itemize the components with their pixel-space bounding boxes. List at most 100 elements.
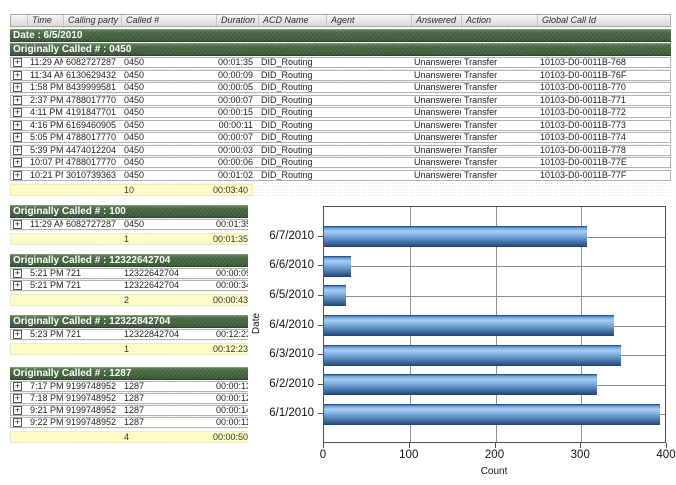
expand-icon[interactable]: + xyxy=(13,406,22,415)
calls-by-date-chart: Date 0 100 200 300 400 6/7/2010 6/6/2010 6/5/20… xyxy=(248,198,676,485)
cell-calling-party: 4191847701 xyxy=(66,108,117,117)
expand-icon[interactable]: + xyxy=(13,108,22,117)
col-global-call-id: Global Call Id xyxy=(537,15,670,26)
cell-time: 9:22 PM xyxy=(30,418,63,427)
y-axis-tick xyxy=(318,383,323,385)
cell-duration: 00:00:15 xyxy=(217,108,253,117)
call-row: +11:29 AM6082727287 0450 00:01:35 DID_Routi… xyxy=(10,57,671,68)
y-axis-tick xyxy=(318,354,323,356)
col-duration: Duration xyxy=(216,15,258,26)
cell-answered: Unanswered xyxy=(414,170,461,180)
main-group-rows: +11:29 AM6082727287 0450 00:01:35 DID_Routi… xyxy=(10,57,671,181)
column-header-row: Time Calling party # Called # Duration ACD N… xyxy=(10,14,671,27)
cell-answered: Unanswered xyxy=(414,145,461,155)
x-axis-tick-label: 300 xyxy=(570,449,590,461)
cell-time: 1:58 PM xyxy=(30,83,63,92)
cell-acd-name: DID_Routing xyxy=(261,120,313,130)
expand-icon[interactable]: + xyxy=(13,418,22,427)
cell-acd-name: DID_Routing xyxy=(261,145,313,155)
expand-icon[interactable]: + xyxy=(13,70,22,80)
cell-acd-name: DID_Routing xyxy=(261,158,313,167)
expand-icon[interactable]: + xyxy=(13,330,22,339)
cell-acd-name: DID_Routing xyxy=(261,108,313,117)
y-axis-tick xyxy=(318,413,323,415)
cell-duration: 00:00:11 xyxy=(216,418,251,427)
expand-icon[interactable]: + xyxy=(13,382,22,391)
expand-icon[interactable]: + xyxy=(13,281,22,290)
col-called: Called # xyxy=(121,15,216,26)
cell-acd-name: DID_Routing xyxy=(261,170,313,180)
expand-icon[interactable]: + xyxy=(13,133,22,142)
expand-icon[interactable]: + xyxy=(13,58,22,67)
cell-duration: 00:12:23 xyxy=(216,330,252,339)
x-axis-tick-label: 200 xyxy=(484,449,505,461)
date-group-band: Date : 6/5/2010 xyxy=(10,29,671,42)
expand-cell: + xyxy=(11,158,27,167)
expand-cell: + xyxy=(11,70,27,80)
y-axis-tick xyxy=(318,235,323,237)
x-axis-tick xyxy=(408,443,410,448)
summary-count: 1 xyxy=(124,234,130,244)
cell-called: 0450 xyxy=(124,133,145,142)
x-axis-tick xyxy=(323,443,324,448)
cell-time: 11:29 AM xyxy=(30,220,63,229)
chart-bar-6-6-2010 xyxy=(324,255,352,277)
expand-icon[interactable]: + xyxy=(13,120,22,130)
cell-calling-party: 9199748952 xyxy=(66,382,117,391)
cell-global-call-id: 10103-D0-0011B-770 xyxy=(540,83,626,92)
cell-duration: 00:01:35 xyxy=(217,58,253,67)
cell-duration: 00:00:34 xyxy=(216,281,252,290)
cell-global-call-id: 10103-D0-0011B-76F xyxy=(540,70,627,80)
call-row: +11:34 AM6130629432 0450 00:00:09 DID_Routi… xyxy=(10,69,671,81)
cell-called: 0450 xyxy=(124,158,145,167)
cell-time: 9:21 PM xyxy=(30,406,63,415)
cell-time: 11:34 AM xyxy=(30,70,63,80)
call-row: +5:39 PM 4474012204 0450 00:00:03 DID_Routin… xyxy=(10,144,671,156)
cell-answered: Unanswered xyxy=(414,158,461,167)
expand-cell: + xyxy=(11,330,27,339)
call-row: +5:21 PM 721 12322642704 00:00:34 xyxy=(10,280,253,291)
expand-cell: + xyxy=(11,133,27,142)
expand-icon[interactable]: + xyxy=(13,394,22,403)
summary-total-duration: 00:00:43 xyxy=(212,295,248,305)
expand-cell: + xyxy=(11,220,27,229)
chart-plot-area xyxy=(323,206,666,443)
cell-action: Transfer xyxy=(464,70,498,80)
cell-duration: 00:01:35 xyxy=(216,220,252,229)
gridline-y xyxy=(324,295,665,297)
expand-icon[interactable]: + xyxy=(13,158,22,167)
expand-icon[interactable]: + xyxy=(13,83,22,92)
cell-duration: 00:00:05 xyxy=(217,83,253,92)
cell-time: 5:39 PM xyxy=(30,145,63,155)
cell-time: 5:21 PM xyxy=(30,269,63,278)
y-axis-label: 6/3/2010 xyxy=(269,348,314,361)
expand-icon[interactable]: + xyxy=(13,170,22,180)
cell-answered: Unanswered xyxy=(414,58,461,67)
expand-icon[interactable]: + xyxy=(13,145,22,155)
expand-cell: + xyxy=(11,170,27,180)
cell-calling-party: 721 xyxy=(66,269,82,278)
cell-time: 5:21 PM xyxy=(30,281,63,290)
cell-calling-party: 721 xyxy=(66,330,82,339)
expand-icon[interactable]: + xyxy=(13,269,22,278)
cell-answered: Unanswered xyxy=(414,95,461,105)
summary-total-duration: 00:12:23 xyxy=(212,344,248,354)
cell-calling-party: 6082727287 xyxy=(66,58,117,67)
cell-action: Transfer xyxy=(464,158,498,167)
cell-duration: 00:00:14 xyxy=(216,406,252,415)
cell-called: 0450 xyxy=(124,145,145,155)
cell-called: 0450 xyxy=(124,58,145,67)
chart-bar-6-2-2010 xyxy=(324,374,597,396)
call-row: +10:21 PM3010739363 0450 00:01:02 DID_Routi… xyxy=(10,169,671,181)
x-axis-tick-label: 100 xyxy=(399,449,419,461)
expand-icon[interactable]: + xyxy=(13,95,22,105)
cell-called: 1287 xyxy=(124,394,145,403)
cell-global-call-id: 10103-D0-0011B-77F xyxy=(540,170,627,180)
group-summary: 1 00:12:23 xyxy=(10,343,253,355)
cell-called: 12322642704 xyxy=(124,281,180,290)
expand-cell: + xyxy=(11,418,27,427)
col-action: Action xyxy=(461,15,537,26)
cell-called: 12322642704 xyxy=(124,269,180,278)
x-axis-tick xyxy=(666,443,667,448)
expand-icon[interactable]: + xyxy=(13,220,22,229)
